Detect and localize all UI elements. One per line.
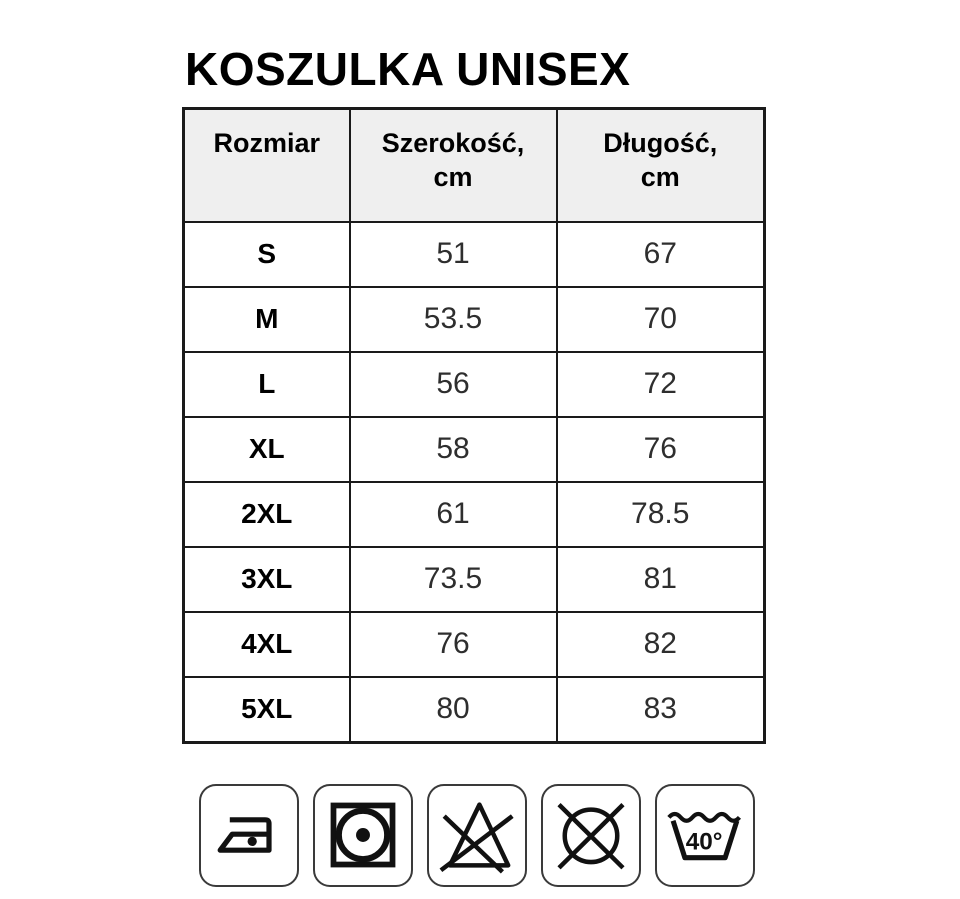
width-value: 80: [348, 675, 558, 744]
width-value: 58: [348, 415, 558, 483]
do-not-dry-clean-icon: [541, 783, 641, 887]
table-row: M 53.5 70: [182, 285, 766, 353]
size-chart-content: KOSZULKA UNISEX Rozmiar Szerokość, cm D: [182, 43, 766, 887]
size-label: L: [182, 350, 351, 418]
table-row: 4XL 76 82: [182, 610, 766, 678]
size-label: 3XL: [182, 545, 351, 613]
iron-low-heat-icon: [199, 783, 299, 887]
do-not-bleach-icon: [427, 783, 527, 887]
column-header-size-label: Rozmiar: [213, 127, 321, 158]
length-value: 72: [555, 350, 766, 418]
length-value: 83: [555, 675, 766, 744]
length-value: 76: [555, 415, 766, 483]
width-value: 53.5: [348, 285, 558, 353]
tumble-dry-icon: [313, 783, 413, 887]
length-value: 82: [555, 610, 766, 678]
table-row: 2XL 61 78.5: [182, 480, 766, 548]
column-header-size: Rozmiar: [182, 107, 351, 223]
width-value: 51: [348, 220, 558, 288]
size-label: 2XL: [182, 480, 351, 548]
size-label: M: [182, 285, 351, 353]
width-value: 61: [348, 480, 558, 548]
length-value: 78.5: [555, 480, 766, 548]
table-row: XL 58 76: [182, 415, 766, 483]
page-title: KOSZULKA UNISEX: [185, 43, 631, 95]
size-label: S: [182, 220, 351, 288]
wash-40-icon: 40°: [655, 783, 755, 887]
care-symbols-row: 40°: [199, 783, 763, 887]
table-row: L 56 72: [182, 350, 766, 418]
width-value: 56: [348, 350, 558, 418]
table-row: 3XL 73.5 81: [182, 545, 766, 613]
column-header-width: Szerokość, cm: [348, 107, 558, 223]
size-label: 5XL: [182, 675, 351, 744]
column-header-width-unit: cm: [433, 161, 473, 192]
width-value: 73.5: [348, 545, 558, 613]
column-header-length-label: Długość,: [603, 127, 718, 158]
size-label: XL: [182, 415, 351, 483]
length-value: 81: [555, 545, 766, 613]
table-header-row: Rozmiar Szerokość, cm Długość, cm: [182, 107, 766, 223]
size-table: Rozmiar Szerokość, cm Długość, cm S: [182, 106, 766, 744]
column-header-length: Długość, cm: [555, 107, 766, 223]
length-value: 67: [555, 220, 766, 288]
width-value: 76: [348, 610, 558, 678]
column-header-length-unit: cm: [640, 161, 680, 192]
wash-temp-label: 40°: [686, 828, 723, 855]
size-label: 4XL: [182, 610, 351, 678]
table-row: S 51 67: [182, 220, 766, 288]
table-row: 5XL 80 83: [182, 675, 766, 744]
length-value: 70: [555, 285, 766, 353]
column-header-width-label: Szerokość,: [381, 127, 525, 158]
